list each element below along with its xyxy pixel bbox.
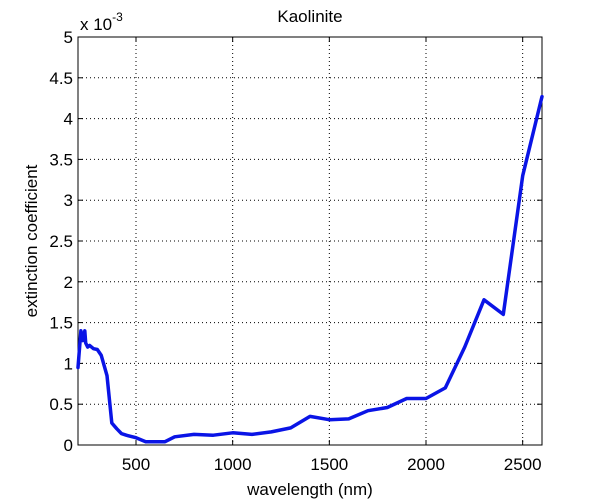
y-multiplier-exponent: -3	[112, 10, 123, 24]
y-tick-label: 3	[64, 191, 73, 210]
chart-title: Kaolinite	[277, 7, 342, 26]
y-tick-label: 3.5	[49, 150, 73, 169]
axis-ticks: 500 1000 1500 2000 2500 0 0.5 1 1.5 2 2.5 3 3.5 4 4.5 5	[49, 28, 542, 474]
y-multiplier-base: x 10	[80, 15, 112, 34]
x-tick-label: 2500	[504, 455, 542, 474]
series-layer	[76, 94, 544, 444]
y-axis-label: extinction coefficient	[22, 164, 41, 317]
y-tick-label: 1	[64, 354, 73, 373]
x-tick-label: 2000	[407, 455, 445, 474]
x-tick-label: 1500	[310, 455, 348, 474]
y-multiplier: x 10-3	[80, 10, 123, 34]
y-tick-label: 5	[64, 28, 73, 47]
grid-lines	[78, 37, 542, 445]
y-tick-label: 2	[64, 273, 73, 292]
y-tick-label: 4.5	[49, 69, 73, 88]
y-tick-label: 1.5	[49, 314, 73, 333]
y-tick-label: 2.5	[49, 232, 73, 251]
x-tick-label: 500	[122, 455, 150, 474]
y-tick-label: 0	[64, 436, 73, 455]
y-tick-label: 4	[64, 110, 73, 129]
x-tick-label: 1000	[214, 455, 252, 474]
series-line-0	[76, 94, 544, 444]
y-tick-label: 0.5	[49, 395, 73, 414]
x-axis-label: wavelength (nm)	[246, 480, 373, 499]
